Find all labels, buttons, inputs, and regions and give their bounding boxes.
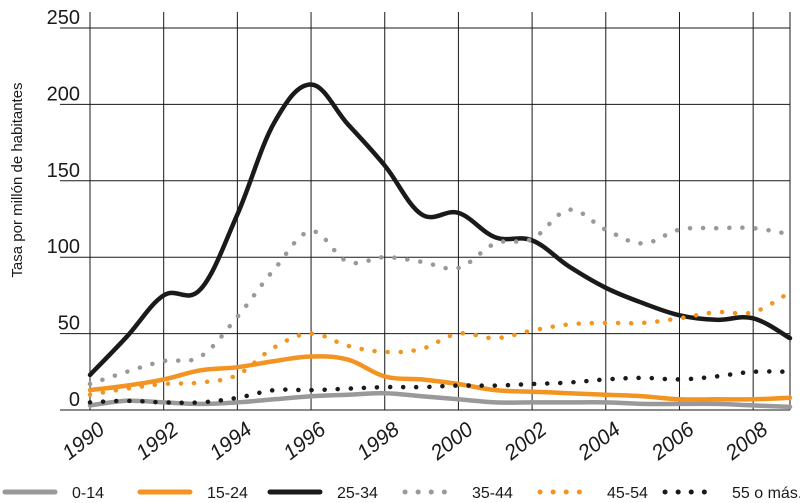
legend-label: 45-54 xyxy=(607,485,648,502)
legend-label: 55 o más. xyxy=(732,485,800,502)
legend-label: 15-24 xyxy=(207,485,248,502)
x-tick-label: 1996 xyxy=(279,418,330,465)
series-line-2 xyxy=(87,82,793,378)
x-tick-label: 1994 xyxy=(205,418,256,465)
series-lines xyxy=(87,82,793,410)
y-tick-label: 100 xyxy=(47,236,80,258)
series-line-4 xyxy=(87,290,793,397)
y-tick-label: 150 xyxy=(47,160,80,182)
x-tick-label: 2002 xyxy=(499,418,551,466)
x-tick-label: 1992 xyxy=(132,418,183,465)
grid-lines xyxy=(60,12,791,411)
series-line-5 xyxy=(87,369,793,406)
y-tick-labels: 0 50 100 150 200 250 xyxy=(47,7,80,411)
x-tick-label: 2000 xyxy=(426,418,478,466)
y-tick-label: 50 xyxy=(58,313,80,335)
y-axis-title: Tasa por millón de habitantes xyxy=(9,82,26,277)
y-tick-label: 250 xyxy=(47,7,80,29)
x-tick-label: 2004 xyxy=(573,418,625,466)
x-tick-labels: 1990 1992 1994 1996 1998 2000 2002 2004 2006 2008 xyxy=(58,418,772,466)
x-tick-label: 2006 xyxy=(647,418,699,466)
legend-label: 25-34 xyxy=(337,485,378,502)
series-line-1 xyxy=(87,354,793,402)
y-tick-label: 200 xyxy=(47,83,80,105)
legend-label: 0-14 xyxy=(72,485,104,502)
legend: 0-14 15-24 25-34 35-44 45-54 55 o más. xyxy=(2,485,800,502)
y-tick-label: 0 xyxy=(69,389,80,411)
series-line-3 xyxy=(87,207,793,387)
legend-label: 35-44 xyxy=(472,485,513,502)
x-tick-label: 1990 xyxy=(58,418,109,465)
x-tick-label: 1998 xyxy=(353,418,404,465)
x-tick-label: 2008 xyxy=(720,418,772,466)
series-line-0 xyxy=(87,390,793,410)
